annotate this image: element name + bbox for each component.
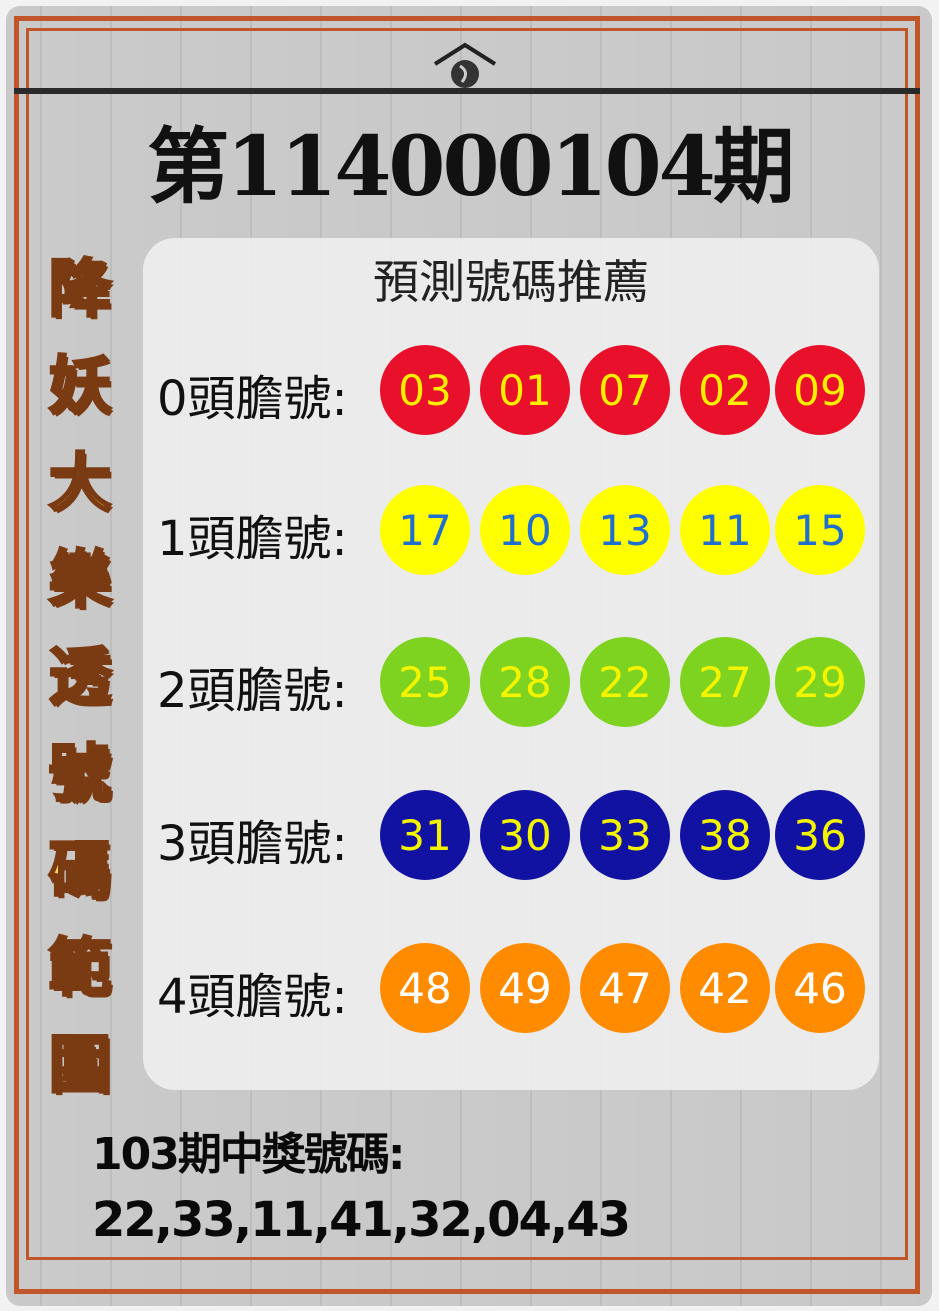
prediction-row: 0頭膽號: 03 01 07 02 09 — [143, 345, 879, 437]
number-ball: 49 — [480, 943, 570, 1033]
number-ball: 46 — [775, 943, 865, 1033]
banner-char: 透 — [47, 639, 112, 715]
prediction-row: 3頭膽號: 31 30 33 38 36 — [143, 790, 879, 882]
number-ball: 01 — [480, 345, 570, 435]
number-ball: 07 — [580, 345, 670, 435]
number-ball: 22 — [580, 637, 670, 727]
number-ball: 30 — [480, 790, 570, 880]
emblem-icon — [433, 42, 497, 88]
previous-draw-label: 103期中獎號碼: — [92, 1129, 405, 1180]
number-ball: 02 — [680, 345, 770, 435]
prediction-panel: 預測號碼推薦 0頭膽號: 03 01 07 02 09 1頭膽號: 17 10 13 11 15 2頭膽… — [143, 238, 879, 1090]
banner-char: 降 — [47, 251, 112, 327]
number-ball: 10 — [480, 485, 570, 575]
row-label: 4頭膽號: — [157, 969, 348, 1025]
number-ball: 38 — [680, 790, 770, 880]
divider — [14, 88, 920, 94]
number-ball: 25 — [380, 637, 470, 727]
number-ball: 28 — [480, 637, 570, 727]
previous-draw-numbers: 22,33,11,41,32,04,43 — [92, 1192, 631, 1248]
prediction-row: 4頭膽號: 48 49 47 42 46 — [143, 943, 879, 1035]
banner-char: 樂 — [47, 542, 112, 618]
banner-char: 大 — [47, 445, 112, 521]
number-ball: 17 — [380, 485, 470, 575]
number-ball: 48 — [380, 943, 470, 1033]
row-label: 2頭膽號: — [157, 663, 348, 719]
row-label: 3頭膽號: — [157, 816, 348, 872]
banner-char: 範 — [47, 930, 112, 1006]
row-label: 0頭膽號: — [157, 371, 348, 427]
outer-frame — [14, 16, 920, 1294]
number-ball: 15 — [775, 485, 865, 575]
panel-title: 預測號碼推薦 — [373, 255, 649, 309]
banner-char: 妖 — [47, 348, 112, 424]
row-label: 1頭膽號: — [157, 511, 348, 567]
number-ball: 42 — [680, 943, 770, 1033]
number-ball: 09 — [775, 345, 865, 435]
number-ball: 03 — [380, 345, 470, 435]
issue-title: 第114000104期 — [147, 119, 795, 215]
banner-char: 圍 — [47, 1027, 112, 1103]
number-ball: 27 — [680, 637, 770, 727]
inner-frame — [26, 28, 908, 1260]
banner-char: 碼 — [47, 833, 112, 909]
number-ball: 11 — [680, 485, 770, 575]
number-ball: 31 — [380, 790, 470, 880]
number-ball: 33 — [580, 790, 670, 880]
prediction-row: 2頭膽號: 25 28 22 27 29 — [143, 637, 879, 729]
number-ball: 29 — [775, 637, 865, 727]
banner-char: 號 — [47, 736, 112, 812]
number-ball: 47 — [580, 943, 670, 1033]
number-ball: 13 — [580, 485, 670, 575]
number-ball: 36 — [775, 790, 865, 880]
side-banner: 降妖大樂透號碼範圍 — [40, 240, 120, 1113]
prediction-row: 1頭膽號: 17 10 13 11 15 — [143, 485, 879, 577]
